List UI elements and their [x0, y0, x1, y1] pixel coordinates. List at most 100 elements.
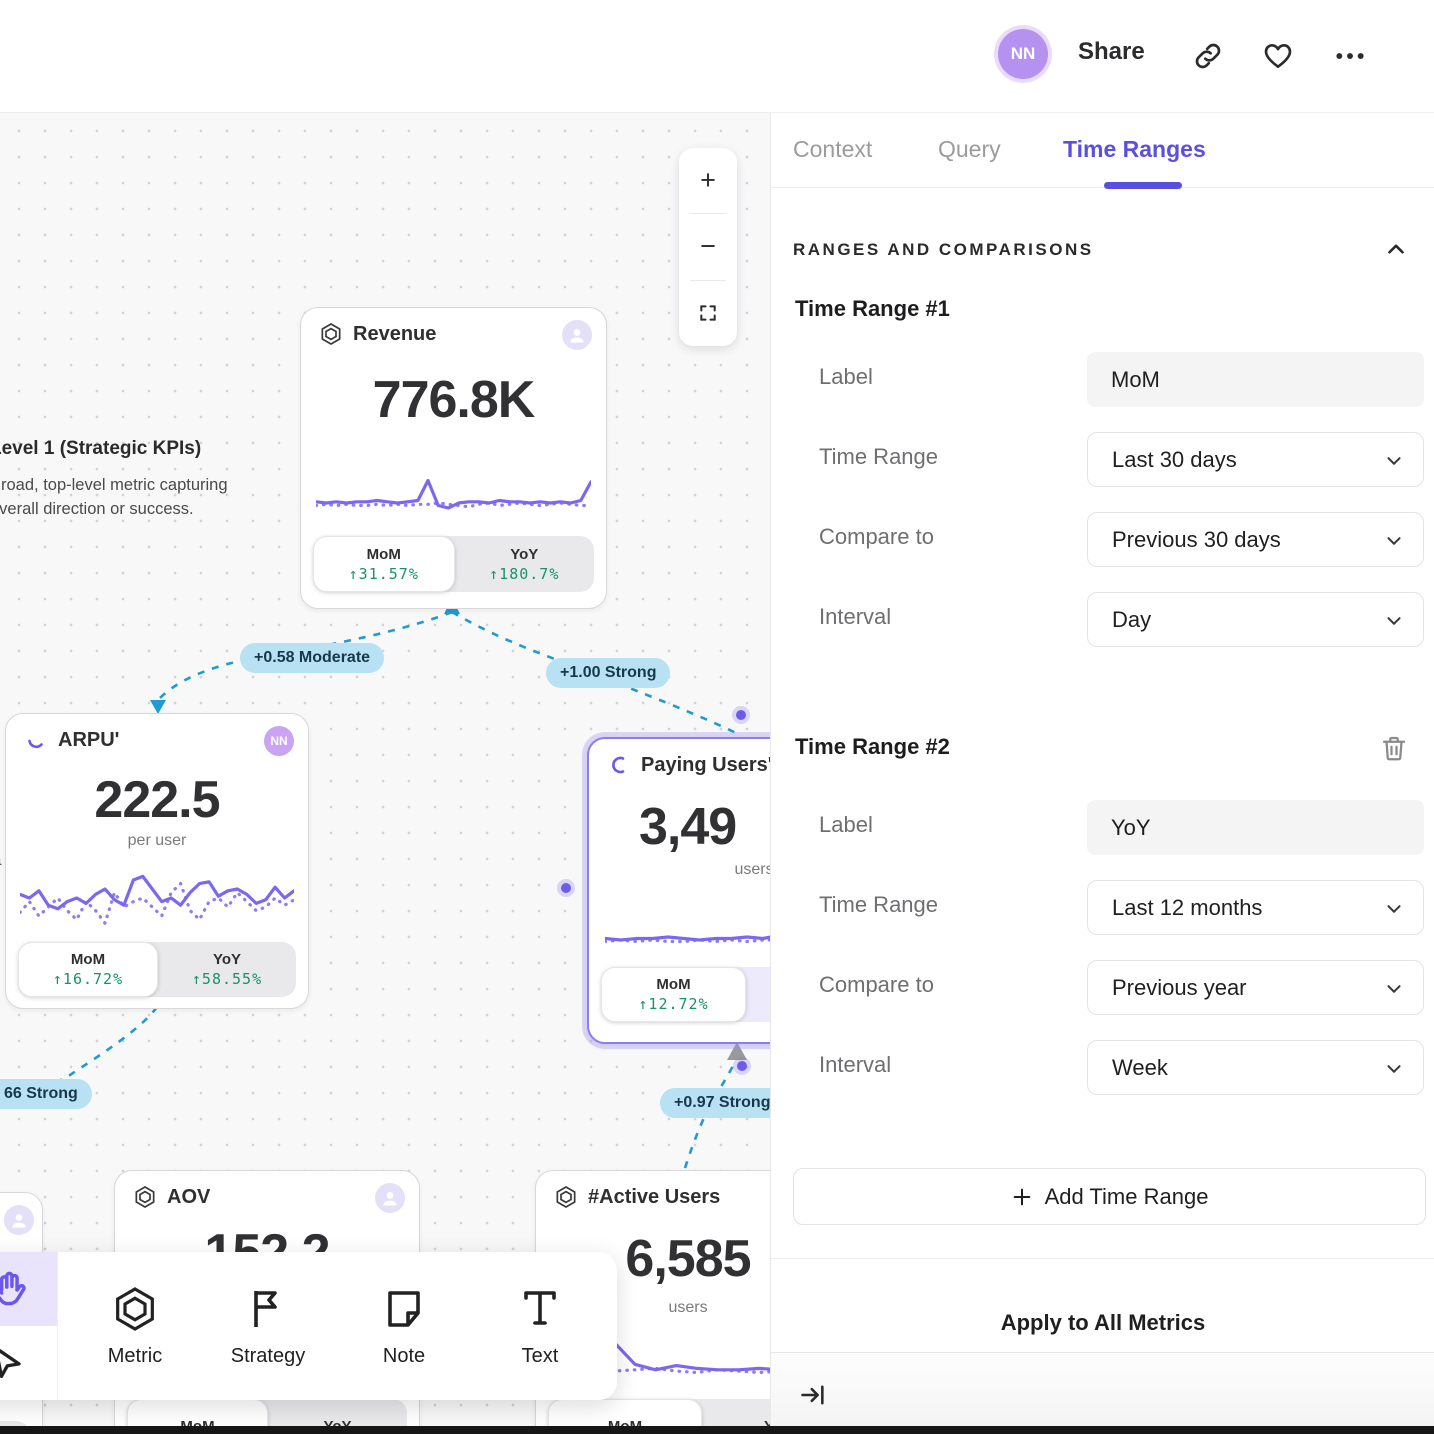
metric-hexagon-icon — [556, 1186, 576, 1208]
more-options-icon[interactable] — [1334, 40, 1366, 72]
zoom-in-button[interactable]: + — [700, 165, 716, 196]
hand-tool[interactable] — [0, 1252, 57, 1326]
correlation-chip[interactable]: +1.00 Strong — [546, 658, 671, 688]
label-input[interactable]: MoM — [1087, 352, 1424, 407]
connection-handle-dot — [561, 883, 571, 893]
panel-tabs: Context Query Time Ranges — [771, 112, 1434, 189]
note-icon — [388, 1290, 420, 1327]
select-value: Day — [1112, 606, 1152, 632]
select-value: Previous year — [1112, 974, 1247, 1000]
delta-value: ↑12.72% — [638, 995, 709, 1013]
select-value: Last 12 months — [1112, 894, 1263, 920]
share-button[interactable]: Share — [1078, 38, 1145, 65]
time-range-2-title: Time Range #2 — [795, 734, 950, 759]
tab-time-ranges[interactable]: Time Ranges — [1063, 136, 1206, 162]
select-value: Previous 30 days — [1112, 526, 1281, 552]
link-icon[interactable] — [1192, 40, 1224, 72]
metric-card-arpu[interactable]: ARPU' NN 222.5 per user MoM ↑16.72% YoY … — [5, 713, 309, 1009]
toggle-yoy[interactable]: YoY ↑180.7% — [489, 545, 560, 583]
label-input-value: YoY — [1111, 814, 1151, 840]
add-time-range-label: Add Time Range — [1044, 1183, 1209, 1209]
metric-card-paying-users[interactable]: Paying Users' 3,49 users MoM ↑12.72% — [587, 737, 770, 1044]
toggle-yoy[interactable]: YoY ↑58.55% — [191, 951, 263, 988]
collapse-section-icon[interactable] — [1383, 236, 1409, 262]
active-tab-indicator — [1104, 182, 1182, 189]
tool-strategy[interactable]: Strategy — [213, 1252, 323, 1400]
interval-select[interactable]: Week — [1087, 1040, 1424, 1095]
zoom-out-button[interactable]: − — [700, 231, 716, 262]
metric-card-revenue[interactable]: Revenue 776.8K MoM ↑31.57% YoY ↑180.7% — [300, 307, 607, 609]
avatar[interactable]: NN — [998, 29, 1048, 79]
clipped-text: a — [0, 850, 1, 870]
card-title: Revenue — [353, 322, 437, 345]
card-title: #Active Users — [588, 1185, 721, 1208]
fit-screen-button[interactable] — [679, 281, 737, 346]
section-header: RANGES AND COMPARISONS — [793, 240, 1094, 259]
correlation-chip[interactable]: +0.58 Moderate — [240, 643, 385, 673]
assignee-avatar-icon[interactable] — [562, 320, 592, 350]
delta-value: ↑16.72% — [52, 970, 124, 988]
top-header: NN Share — [0, 0, 1434, 113]
tool-text[interactable]: Text — [485, 1252, 595, 1400]
tab-query[interactable]: Query — [938, 136, 1001, 162]
assignee-avatar-icon[interactable] — [375, 1183, 405, 1213]
metric-value: 776.8K — [372, 371, 536, 429]
toggle-yoy[interactable] — [746, 967, 770, 1022]
select-value: Week — [1112, 1054, 1168, 1080]
settings-panel: Context Query Time Ranges RANGES AND COM… — [770, 112, 1434, 1434]
timerange-toggle: MoM ↑31.57% YoY ↑180.7% — [313, 536, 594, 592]
zoom-controls: + − — [679, 148, 737, 346]
field-label: Label — [819, 364, 873, 389]
favorite-heart-icon[interactable] — [1262, 40, 1294, 72]
chevron-down-icon — [1387, 985, 1401, 993]
interval-select[interactable]: Day — [1087, 592, 1424, 647]
collapse-panel-icon[interactable] — [799, 1381, 827, 1409]
delta-value: ↑58.55% — [191, 970, 263, 988]
chevron-down-icon — [1387, 617, 1401, 625]
assignee-avatar-icon[interactable] — [4, 1205, 34, 1235]
metric-tree-canvas[interactable]: +0.58 Moderate +1.00 Strong 66 Strong +0… — [0, 112, 770, 1434]
annotation-title: Level 1 (Strategic KPIs) — [0, 438, 202, 459]
metric-hexagon-icon — [116, 1286, 154, 1331]
text-tool-icon — [524, 1290, 556, 1325]
chevron-down-icon — [1387, 1065, 1401, 1073]
compare-to-select[interactable]: Previous 30 days — [1087, 512, 1424, 567]
card-title: Paying Users' — [641, 753, 770, 776]
time-range-select[interactable]: Last 12 months — [1087, 880, 1424, 935]
correlation-chip[interactable]: 66 Strong — [0, 1079, 92, 1109]
fullscreen-icon — [700, 305, 716, 321]
delete-time-range-icon[interactable] — [1379, 732, 1409, 764]
add-time-range-button[interactable]: Add Time Range — [793, 1168, 1426, 1225]
field-label: Compare to — [819, 524, 934, 549]
tool-metric[interactable]: Metric — [80, 1252, 190, 1400]
select-value: Last 30 days — [1112, 446, 1237, 472]
divider — [771, 1258, 1434, 1259]
select-tool[interactable] — [0, 1326, 57, 1400]
compare-to-select[interactable]: Previous year — [1087, 960, 1424, 1015]
timerange-toggle: MoM ↑16.72% YoY ↑58.55% — [18, 942, 296, 997]
correlation-chip[interactable]: +0.97 Strong — [660, 1088, 770, 1118]
assignee-avatar-nn[interactable]: NN — [264, 726, 294, 756]
toggle-mom[interactable]: MoM ↑16.72% — [18, 942, 158, 997]
metric-value: 3,49 — [639, 798, 737, 856]
apply-to-all-metrics-button[interactable]: Apply to All Metrics — [1000, 1310, 1206, 1335]
panel-footer — [771, 1352, 1434, 1434]
time-range-select[interactable]: Last 30 days — [1087, 432, 1424, 487]
canvas-toolbar: Metric Strategy Note Text — [0, 1252, 617, 1400]
time-range-1-title: Time Range #1 — [795, 296, 950, 321]
tab-context[interactable]: Context — [793, 136, 873, 162]
loading-arc-icon — [612, 756, 625, 774]
metric-hexagon-icon — [135, 1186, 155, 1208]
flag-icon — [254, 1290, 277, 1327]
connection-handle-dot — [736, 710, 746, 720]
metric-unit: users — [668, 1299, 708, 1316]
label-input[interactable]: YoY — [1087, 800, 1424, 855]
toggle-mom[interactable]: MoM ↑31.57% — [313, 536, 455, 592]
toggle-mom[interactable]: MoM ↑12.72% — [601, 967, 746, 1022]
sparkline-chart — [605, 935, 770, 944]
chevron-down-icon — [1387, 537, 1401, 545]
sparkline-chart — [20, 874, 294, 925]
metric-unit: users — [734, 861, 770, 878]
tool-note[interactable]: Note — [349, 1252, 459, 1400]
